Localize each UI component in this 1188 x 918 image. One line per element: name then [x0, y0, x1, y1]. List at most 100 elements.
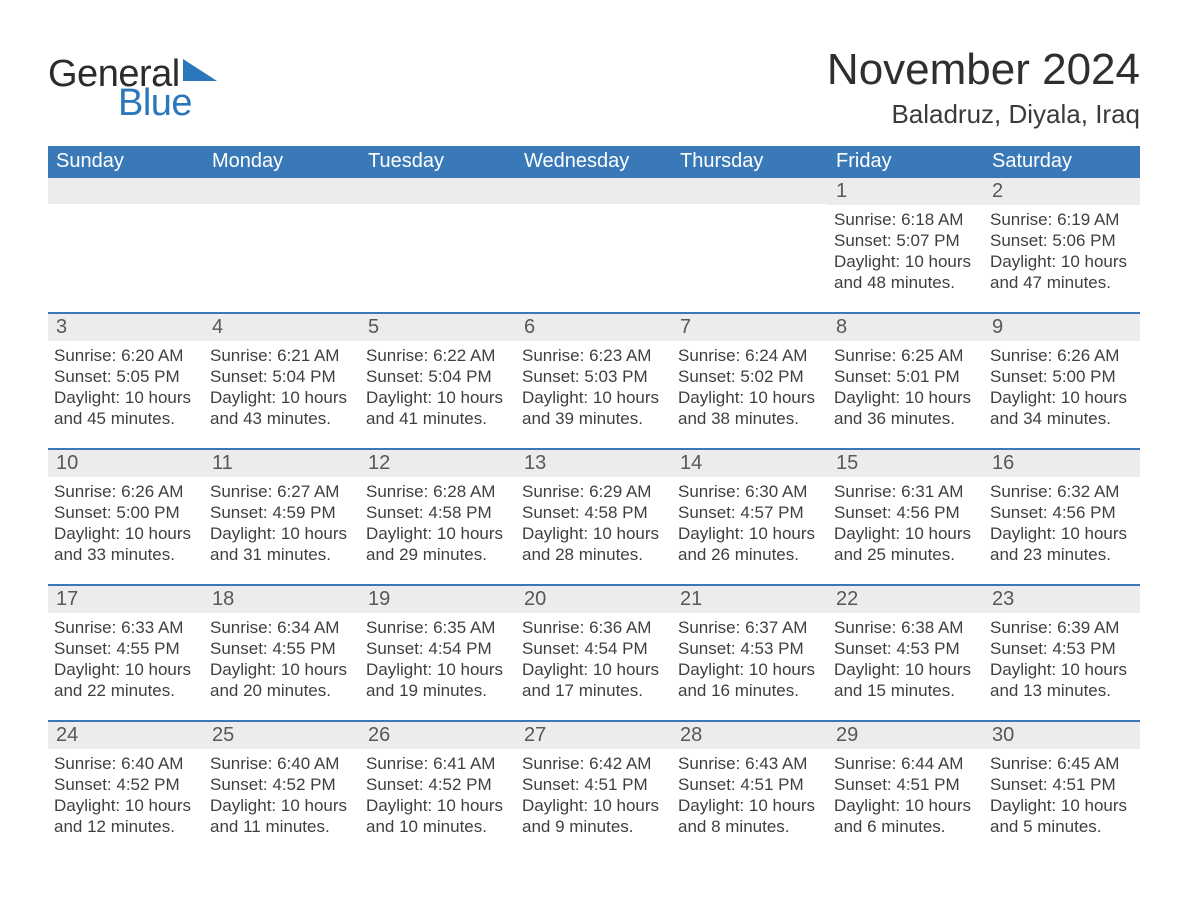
day-number: [204, 178, 360, 204]
calendar-day-cell: 22Sunrise: 6:38 AMSunset: 4:53 PMDayligh…: [828, 586, 984, 720]
calendar-day-cell: 15Sunrise: 6:31 AMSunset: 4:56 PMDayligh…: [828, 450, 984, 584]
sunset-text: Sunset: 4:53 PM: [990, 638, 1132, 659]
daylight-text: Daylight: 10 hours and 12 minutes.: [54, 795, 196, 837]
day-details: Sunrise: 6:40 AMSunset: 4:52 PMDaylight:…: [48, 749, 204, 837]
calendar-day-cell: [360, 178, 516, 312]
calendar-day-cell: [516, 178, 672, 312]
sunrise-text: Sunrise: 6:27 AM: [210, 481, 352, 502]
sunrise-text: Sunrise: 6:36 AM: [522, 617, 664, 638]
day-number: 28: [672, 722, 828, 749]
daylight-text: Daylight: 10 hours and 47 minutes.: [990, 251, 1132, 293]
sunrise-text: Sunrise: 6:20 AM: [54, 345, 196, 366]
calendar-day-cell: 17Sunrise: 6:33 AMSunset: 4:55 PMDayligh…: [48, 586, 204, 720]
sunset-text: Sunset: 5:01 PM: [834, 366, 976, 387]
daylight-text: Daylight: 10 hours and 39 minutes.: [522, 387, 664, 429]
calendar-day-cell: 6Sunrise: 6:23 AMSunset: 5:03 PMDaylight…: [516, 314, 672, 448]
sunrise-text: Sunrise: 6:18 AM: [834, 209, 976, 230]
sunset-text: Sunset: 4:51 PM: [990, 774, 1132, 795]
daylight-text: Daylight: 10 hours and 33 minutes.: [54, 523, 196, 565]
day-number: 22: [828, 586, 984, 613]
calendar-day-cell: 7Sunrise: 6:24 AMSunset: 5:02 PMDaylight…: [672, 314, 828, 448]
day-number: 13: [516, 450, 672, 477]
brand-logo: General Blue: [48, 53, 217, 125]
sunrise-text: Sunrise: 6:39 AM: [990, 617, 1132, 638]
day-number: 20: [516, 586, 672, 613]
day-details: Sunrise: 6:45 AMSunset: 4:51 PMDaylight:…: [984, 749, 1140, 837]
calendar-day-cell: 26Sunrise: 6:41 AMSunset: 4:52 PMDayligh…: [360, 722, 516, 856]
day-details: Sunrise: 6:33 AMSunset: 4:55 PMDaylight:…: [48, 613, 204, 701]
calendar-week-row: 17Sunrise: 6:33 AMSunset: 4:55 PMDayligh…: [48, 584, 1140, 720]
day-details: Sunrise: 6:41 AMSunset: 4:52 PMDaylight:…: [360, 749, 516, 837]
day-number: 18: [204, 586, 360, 613]
sunset-text: Sunset: 4:56 PM: [990, 502, 1132, 523]
day-details: Sunrise: 6:26 AMSunset: 5:00 PMDaylight:…: [984, 341, 1140, 429]
daylight-text: Daylight: 10 hours and 9 minutes.: [522, 795, 664, 837]
day-details: Sunrise: 6:37 AMSunset: 4:53 PMDaylight:…: [672, 613, 828, 701]
sunset-text: Sunset: 5:04 PM: [366, 366, 508, 387]
days-of-week-header: Sunday Monday Tuesday Wednesday Thursday…: [48, 146, 1140, 178]
sunset-text: Sunset: 4:52 PM: [210, 774, 352, 795]
sunrise-text: Sunrise: 6:23 AM: [522, 345, 664, 366]
calendar-day-cell: 13Sunrise: 6:29 AMSunset: 4:58 PMDayligh…: [516, 450, 672, 584]
calendar-day-cell: 11Sunrise: 6:27 AMSunset: 4:59 PMDayligh…: [204, 450, 360, 584]
daylight-text: Daylight: 10 hours and 26 minutes.: [678, 523, 820, 565]
sunrise-text: Sunrise: 6:26 AM: [54, 481, 196, 502]
calendar-day-cell: 25Sunrise: 6:40 AMSunset: 4:52 PMDayligh…: [204, 722, 360, 856]
daylight-text: Daylight: 10 hours and 23 minutes.: [990, 523, 1132, 565]
day-number: 24: [48, 722, 204, 749]
sunrise-text: Sunrise: 6:28 AM: [366, 481, 508, 502]
day-number: 14: [672, 450, 828, 477]
day-details: Sunrise: 6:40 AMSunset: 4:52 PMDaylight:…: [204, 749, 360, 837]
calendar-day-cell: [204, 178, 360, 312]
daylight-text: Daylight: 10 hours and 48 minutes.: [834, 251, 976, 293]
calendar-week-row: 24Sunrise: 6:40 AMSunset: 4:52 PMDayligh…: [48, 720, 1140, 856]
sunset-text: Sunset: 4:52 PM: [366, 774, 508, 795]
daylight-text: Daylight: 10 hours and 6 minutes.: [834, 795, 976, 837]
day-number: [672, 178, 828, 204]
sunset-text: Sunset: 4:51 PM: [522, 774, 664, 795]
day-number: 2: [984, 178, 1140, 205]
calendar-week-row: 3 Sunrise: 6:20 AMSunset: 5:05 PM Daylight…: [48, 312, 1140, 448]
day-details: Sunrise: 6:27 AMSunset: 4:59 PMDaylight:…: [204, 477, 360, 565]
daylight-text: Daylight: 10 hours and 5 minutes.: [990, 795, 1132, 837]
sunrise-text: Sunrise: 6:35 AM: [366, 617, 508, 638]
day-number: [48, 178, 204, 204]
sunset-text: Sunset: 5:05 PM: [54, 366, 196, 387]
sunrise-text: Sunrise: 6:21 AM: [210, 345, 352, 366]
daylight-text: Daylight: 10 hours and 19 minutes.: [366, 659, 508, 701]
day-number: 25: [204, 722, 360, 749]
day-number: 15: [828, 450, 984, 477]
sunrise-text: Sunrise: 6:26 AM: [990, 345, 1132, 366]
calendar-day-cell: 5Sunrise: 6:22 AMSunset: 5:04 PMDaylight…: [360, 314, 516, 448]
sunset-text: Sunset: 4:53 PM: [834, 638, 976, 659]
day-details: Sunrise: 6:44 AMSunset: 4:51 PMDaylight:…: [828, 749, 984, 837]
daylight-text: Daylight: 10 hours and 25 minutes.: [834, 523, 976, 565]
dow-saturday: Saturday: [984, 146, 1140, 178]
calendar-day-cell: 2Sunrise: 6:19 AMSunset: 5:06 PMDaylight…: [984, 178, 1140, 312]
day-details: Sunrise: 6:29 AMSunset: 4:58 PMDaylight:…: [516, 477, 672, 565]
sunset-text: Sunset: 5:00 PM: [990, 366, 1132, 387]
calendar-day-cell: 19Sunrise: 6:35 AMSunset: 4:54 PMDayligh…: [360, 586, 516, 720]
brand-word-2: Blue: [118, 82, 217, 125]
dow-thursday: Thursday: [672, 146, 828, 178]
sunrise-text: Sunrise: 6:40 AM: [210, 753, 352, 774]
daylight-text: Daylight: 10 hours and 43 minutes.: [210, 387, 352, 429]
day-details: Sunrise: 6:43 AMSunset: 4:51 PMDaylight:…: [672, 749, 828, 837]
day-details: Sunrise: 6:28 AMSunset: 4:58 PMDaylight:…: [360, 477, 516, 565]
sunset-text: Sunset: 4:54 PM: [366, 638, 508, 659]
calendar-day-cell: 3Sunrise: 6:20 AMSunset: 5:05 PMDaylight…: [48, 314, 204, 448]
daylight-text: Daylight: 10 hours and 31 minutes.: [210, 523, 352, 565]
daylight-text: Daylight: 10 hours and 10 minutes.: [366, 795, 508, 837]
calendar-day-cell: 27Sunrise: 6:42 AMSunset: 4:51 PMDayligh…: [516, 722, 672, 856]
sunset-text: Sunset: 5:00 PM: [54, 502, 196, 523]
calendar-day-cell: 4Sunrise: 6:21 AMSunset: 5:04 PMDaylight…: [204, 314, 360, 448]
day-number: 3: [48, 314, 204, 341]
calendar-day-cell: 8Sunrise: 6:25 AMSunset: 5:01 PMDaylight…: [828, 314, 984, 448]
sunset-text: Sunset: 5:02 PM: [678, 366, 820, 387]
calendar-page: General Blue November 2024 Baladruz, Diy…: [0, 0, 1188, 876]
sunset-text: Sunset: 4:55 PM: [54, 638, 196, 659]
day-details: Sunrise: 6:18 AMSunset: 5:07 PMDaylight:…: [828, 205, 984, 293]
sunrise-text: Sunrise: 6:40 AM: [54, 753, 196, 774]
sunset-text: Sunset: 4:54 PM: [522, 638, 664, 659]
sunset-text: Sunset: 5:06 PM: [990, 230, 1132, 251]
